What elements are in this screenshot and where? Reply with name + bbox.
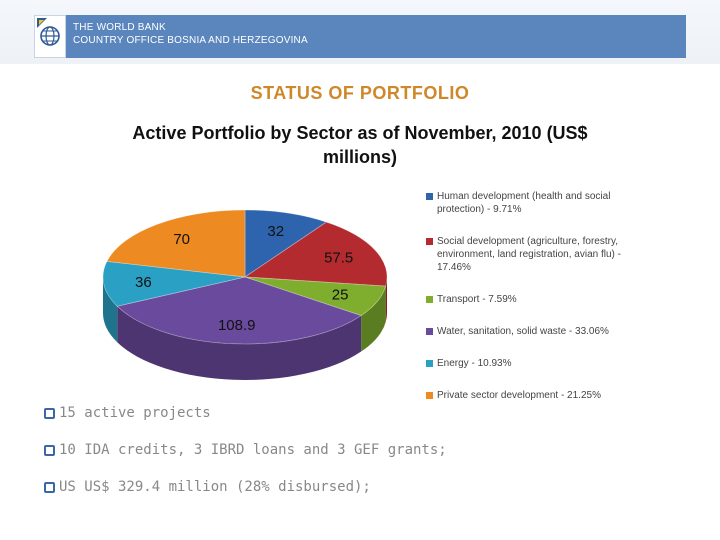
- pie-slice-side-2: [385, 277, 387, 323]
- pie-slice-side-5: [103, 277, 118, 343]
- legend-swatch: [426, 193, 433, 200]
- chart-title-line-2: millions): [322, 147, 397, 167]
- checkbox-bullet-icon: [44, 408, 55, 419]
- checkbox-bullet-icon: [44, 445, 55, 456]
- pie-value-label-4: 108.9: [218, 317, 256, 334]
- legend-label: Energy - 10.93%: [437, 358, 512, 369]
- bullet-item-3: US US$ 329.4 million (28% disbursed);: [44, 479, 371, 495]
- checkbox-bullet-icon: [44, 482, 55, 493]
- legend-swatch: [426, 392, 433, 399]
- pie-value-label-1: 32: [267, 223, 284, 240]
- bullet-item-2: 10 IDA credits, 3 IBRD loans and 3 GEF g…: [44, 442, 447, 458]
- legend-swatch: [426, 360, 433, 367]
- pie-slice-3: [244, 276, 387, 317]
- pie-value-label-2: 57.5: [324, 250, 353, 267]
- pie-slice-side-3: [361, 286, 386, 352]
- world-bank-logo: [34, 15, 66, 58]
- legend-label: Social development (agriculture, forestr…: [437, 236, 621, 273]
- pie-value-label-6: 70: [173, 231, 190, 248]
- pie-value-label-5: 36: [135, 274, 152, 291]
- page-title: STATUS OF PORTFOLIO: [250, 83, 470, 103]
- chart-title: Active Portfolio by Sector as of Novembe…: [60, 121, 660, 169]
- legend-swatch: [426, 238, 433, 245]
- pie-slice-4: [116, 276, 363, 345]
- legend-label: Human development (health and social pro…: [437, 191, 611, 215]
- legend-swatch: [426, 296, 433, 303]
- bullet-item-1: 15 active projects: [44, 405, 211, 421]
- header-office: COUNTRY OFFICE BOSNIA AND HERZEGOVINA: [73, 35, 308, 46]
- pie-slice-side-4: [117, 306, 362, 380]
- pie-slice-1: [244, 209, 328, 278]
- pie-slice-2: [243, 221, 388, 287]
- header-band: [34, 15, 686, 58]
- chart-title-line-1: Active Portfolio by Sector as of Novembe…: [132, 123, 588, 143]
- legend-swatch: [426, 328, 433, 335]
- globe-icon: [37, 18, 60, 46]
- pie-slice-6: [106, 209, 246, 278]
- header-org: THE WORLD BANK: [73, 22, 166, 33]
- legend-label: Private sector development - 21.25%: [437, 390, 601, 401]
- legend-label: Water, sanitation, solid waste - 33.06%: [437, 326, 609, 337]
- pie-slice-5: [102, 260, 246, 307]
- legend-label: Transport - 7.59%: [437, 294, 517, 305]
- pie-chart: 32 57.5 25 108.9 36 70: [102, 209, 388, 380]
- pie-value-label-3: 25: [332, 287, 349, 304]
